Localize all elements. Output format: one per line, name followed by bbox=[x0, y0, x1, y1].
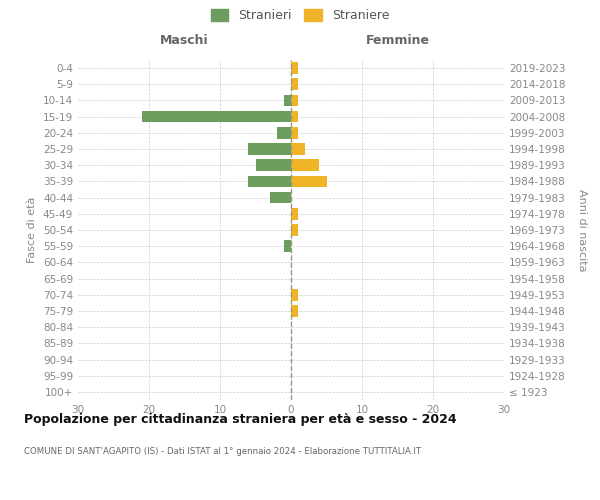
Bar bbox=[284, 240, 291, 252]
Bar bbox=[291, 143, 305, 155]
Bar bbox=[291, 305, 298, 317]
Y-axis label: Fasce di età: Fasce di età bbox=[28, 197, 37, 263]
Bar bbox=[291, 111, 298, 122]
Bar bbox=[256, 160, 291, 171]
Text: COMUNE DI SANT'AGAPITO (IS) - Dati ISTAT al 1° gennaio 2024 - Elaborazione TUTTI: COMUNE DI SANT'AGAPITO (IS) - Dati ISTAT… bbox=[24, 448, 421, 456]
Bar bbox=[277, 127, 291, 138]
Y-axis label: Anni di nascita: Anni di nascita bbox=[577, 188, 587, 271]
Text: Popolazione per cittadinanza straniera per età e sesso - 2024: Popolazione per cittadinanza straniera p… bbox=[24, 412, 457, 426]
Bar bbox=[291, 176, 326, 188]
Text: Maschi: Maschi bbox=[160, 34, 209, 47]
Bar bbox=[248, 176, 291, 188]
Bar bbox=[248, 143, 291, 155]
Bar bbox=[291, 94, 298, 106]
Bar bbox=[284, 94, 291, 106]
Bar bbox=[291, 224, 298, 236]
Bar bbox=[270, 192, 291, 203]
Legend: Stranieri, Straniere: Stranieri, Straniere bbox=[211, 8, 389, 22]
Bar bbox=[291, 160, 319, 171]
Bar bbox=[291, 127, 298, 138]
Bar bbox=[142, 111, 291, 122]
Bar bbox=[291, 208, 298, 220]
Bar bbox=[291, 78, 298, 90]
Bar bbox=[291, 289, 298, 300]
Text: Femmine: Femmine bbox=[365, 34, 430, 47]
Bar bbox=[291, 62, 298, 74]
